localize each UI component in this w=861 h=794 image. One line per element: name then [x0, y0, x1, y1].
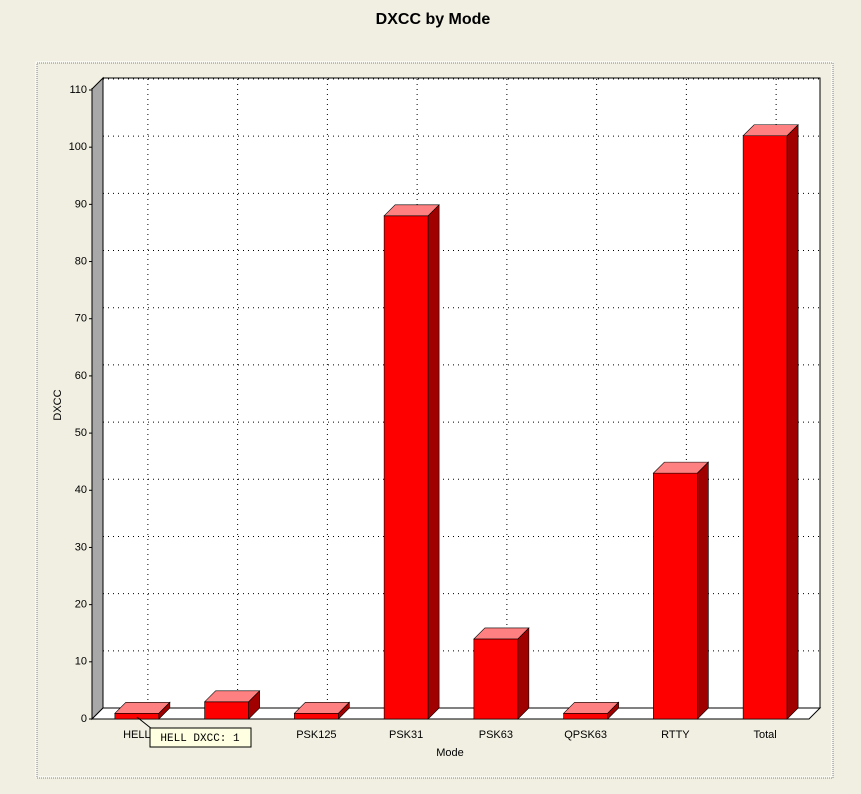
y-tick-label: 100 [69, 141, 87, 153]
x-tick-label: PSK31 [389, 729, 423, 741]
y-tick-label: 80 [75, 255, 87, 267]
chart-title: DXCC by Mode [376, 11, 491, 28]
bar-front [204, 701, 249, 720]
y-tick-label: 70 [75, 313, 87, 325]
x-tick-label: PSK125 [296, 729, 336, 741]
bar-side [158, 701, 171, 720]
x-tick-label: QPSK63 [564, 729, 607, 741]
back-wall [102, 77, 821, 709]
bar-side [338, 701, 350, 720]
tooltip-box [149, 727, 252, 748]
side-wall [91, 76, 104, 721]
y-tick-label: 30 [75, 541, 87, 553]
y-tick-label: 90 [75, 198, 87, 210]
floor [90, 707, 822, 720]
bar-front [294, 712, 339, 720]
x-tick-label: PSK63 [479, 729, 513, 741]
x-tick-label: RTTY [661, 729, 690, 741]
bar-side [697, 461, 709, 720]
bar-front [114, 712, 160, 720]
bar-side [786, 124, 799, 720]
y-tick-label: 40 [75, 484, 87, 496]
bar-front [383, 215, 429, 720]
bar-front [653, 472, 698, 720]
y-tick-label: 0 [81, 713, 87, 725]
bar-side [607, 701, 619, 720]
x-tick-label: Total [754, 729, 777, 741]
frame-light [35, 61, 833, 778]
bar-front [742, 135, 788, 720]
bar-side [427, 204, 440, 720]
y-tick-label: 110 [69, 84, 87, 96]
bar-front [473, 638, 519, 720]
x-tick-label: HELL [123, 729, 151, 741]
y-tick-label: 10 [75, 656, 87, 668]
y-tick-label: 20 [75, 599, 87, 611]
frame [36, 62, 834, 779]
bar-side [248, 690, 260, 720]
y-axis-label: DXCC [52, 389, 64, 420]
y-tick-label: 60 [75, 370, 87, 382]
tooltip: HELL DXCC: 1 [160, 733, 240, 745]
bar-front [563, 712, 608, 720]
bar-side [517, 627, 530, 720]
y-tick-label: 50 [75, 427, 87, 439]
tooltip-pointer [136, 716, 153, 730]
x-axis-label: Mode [436, 747, 464, 759]
